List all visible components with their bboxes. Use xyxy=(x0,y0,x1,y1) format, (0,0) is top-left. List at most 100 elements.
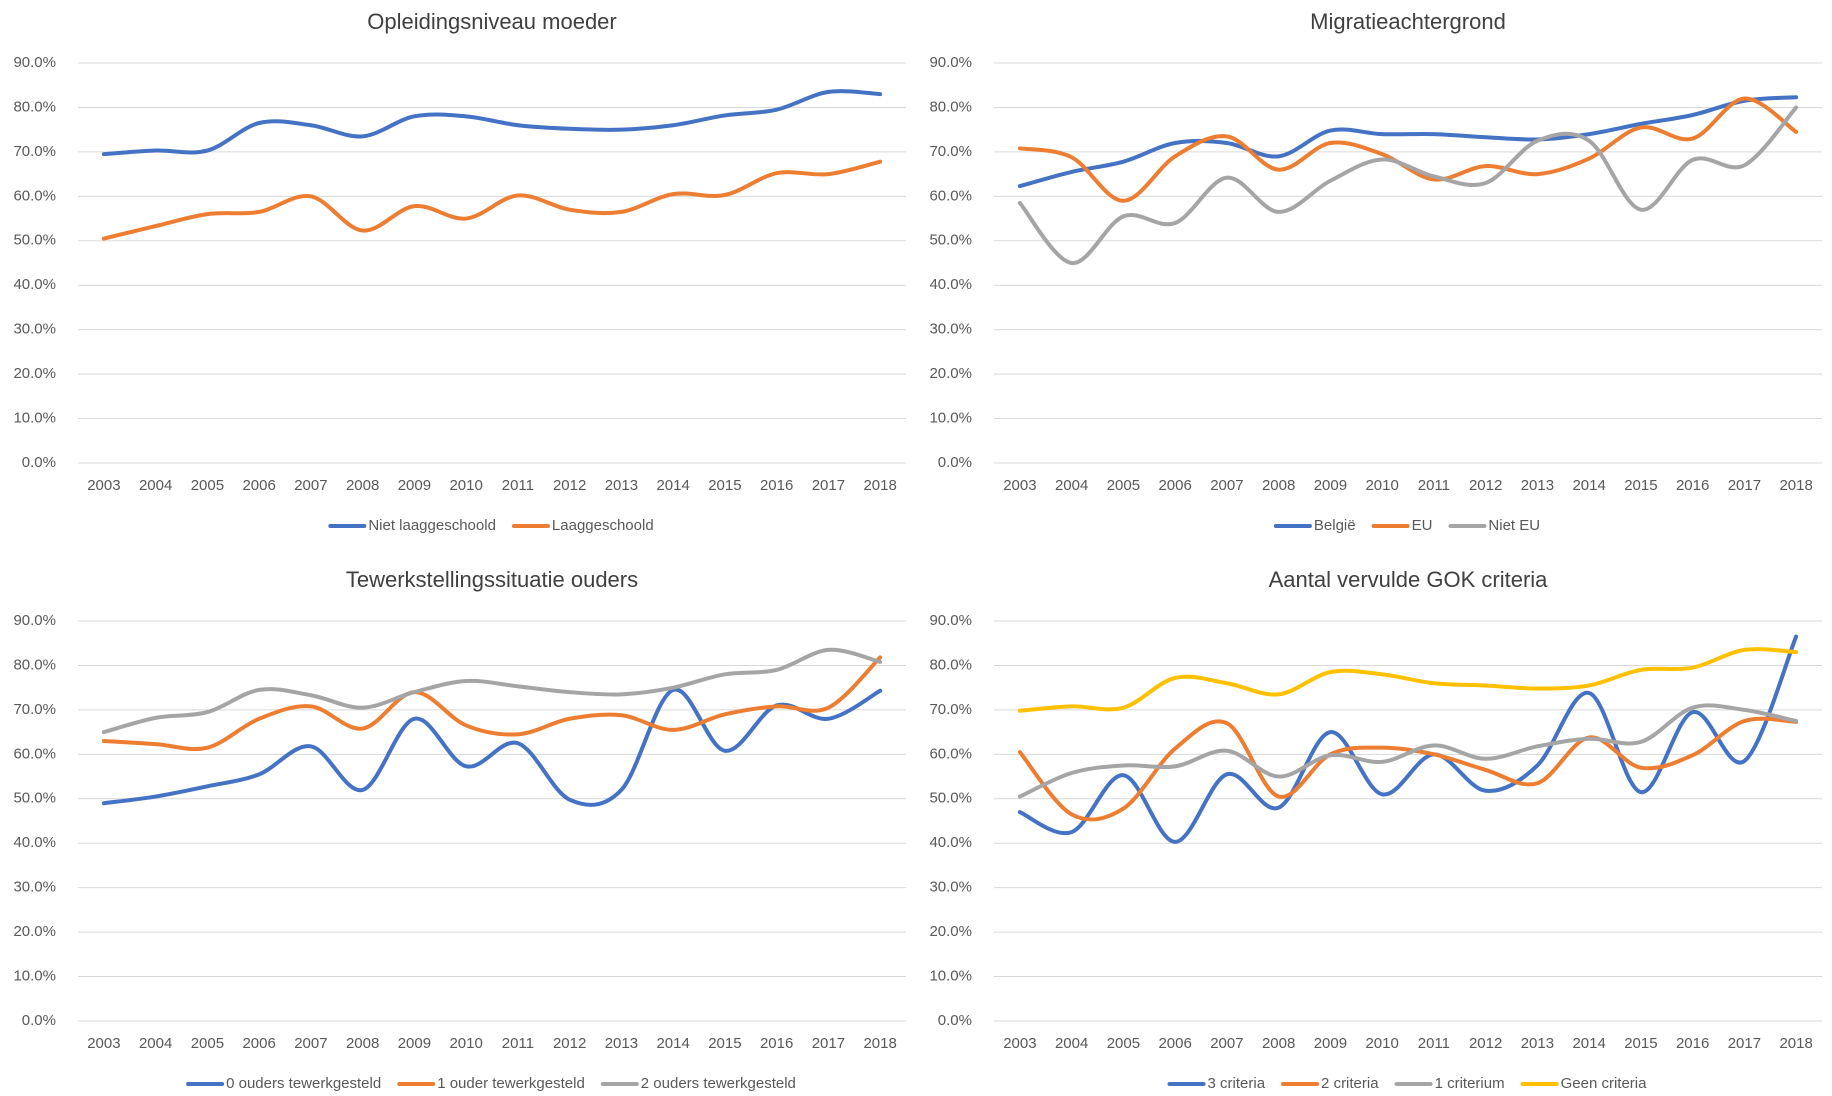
y-tick-label: 80.0% xyxy=(929,98,972,115)
y-tick-label: 40.0% xyxy=(13,276,56,293)
series-line xyxy=(1017,96,1799,203)
y-tick-label: 10.0% xyxy=(13,410,56,427)
chart-panel: Aantal vervulde GOK criteria 0.0% 10.0% 20.… xyxy=(929,567,1822,1092)
y-tick-label: 0.0% xyxy=(938,1012,972,1029)
y-tick-label: 30.0% xyxy=(13,879,56,896)
x-tick-label: 2015 xyxy=(1624,477,1657,494)
y-tick-label: 60.0% xyxy=(929,187,972,204)
x-tick-label: 2013 xyxy=(1521,1035,1554,1052)
x-tick-label: 2004 xyxy=(139,477,172,494)
x-tick-label: 2005 xyxy=(191,477,224,494)
y-tick-label: 10.0% xyxy=(929,410,972,427)
x-tick-label: 2005 xyxy=(1107,477,1140,494)
x-tick-label: 2009 xyxy=(1314,477,1347,494)
legend-label: Geen criteria xyxy=(1561,1075,1648,1092)
x-tick-label: 2008 xyxy=(1262,477,1295,494)
chart-title: Aantal vervulde GOK criteria xyxy=(1269,567,1549,592)
y-tick-label: 20.0% xyxy=(13,923,56,940)
x-tick-label: 2017 xyxy=(1728,1035,1761,1052)
x-tick-label: 2006 xyxy=(242,1035,275,1052)
legend-label: Niet EU xyxy=(1488,517,1540,534)
y-tick-label: 30.0% xyxy=(929,321,972,338)
x-tick-label: 2003 xyxy=(87,1035,120,1052)
x-tick-label: 2018 xyxy=(1779,1035,1812,1052)
y-tick-label: 10.0% xyxy=(13,968,56,985)
legend-label: 2 criteria xyxy=(1321,1075,1379,1092)
series-line xyxy=(1017,634,1799,844)
x-tick-label: 2007 xyxy=(294,477,327,494)
x-tick-label: 2006 xyxy=(1158,1035,1191,1052)
x-tick-label: 2016 xyxy=(1676,1035,1709,1052)
x-tick-label: 2014 xyxy=(1572,477,1605,494)
x-tick-label: 2018 xyxy=(863,1035,896,1052)
x-tick-label: 2016 xyxy=(760,477,793,494)
x-tick-label: 2012 xyxy=(553,1035,586,1052)
series-line xyxy=(101,647,883,735)
x-tick-label: 2009 xyxy=(1314,1035,1347,1052)
legend: 0 ouders tewerkgesteld 1 ouder tewerkgest… xyxy=(186,1075,796,1092)
x-tick-label: 2016 xyxy=(1676,477,1709,494)
y-tick-label: 70.0% xyxy=(13,701,56,718)
x-tick-label: 2011 xyxy=(502,477,534,494)
x-tick-label: 2005 xyxy=(191,1035,224,1052)
x-tick-label: 2013 xyxy=(1521,477,1554,494)
y-tick-label: 80.0% xyxy=(13,656,56,673)
series-line xyxy=(1017,716,1799,822)
x-tick-label: 2011 xyxy=(502,1035,534,1052)
x-tick-label: 2003 xyxy=(1003,1035,1036,1052)
y-tick-label: 30.0% xyxy=(13,321,56,338)
x-tick-label: 2009 xyxy=(398,1035,431,1052)
legend: Niet laaggeschoold Laaggeschoold xyxy=(328,517,654,534)
x-tick-label: 2018 xyxy=(863,477,896,494)
x-tick-label: 2014 xyxy=(656,477,689,494)
legend-label: Laaggeschoold xyxy=(552,517,654,534)
legend-label: Niet laaggeschoold xyxy=(368,517,496,534)
x-tick-label: 2012 xyxy=(1469,1035,1502,1052)
x-tick-label: 2003 xyxy=(1003,477,1036,494)
legend-label: 0 ouders tewerkgesteld xyxy=(226,1075,381,1092)
x-tick-label: 2006 xyxy=(242,477,275,494)
y-tick-label: 30.0% xyxy=(929,879,972,896)
chart-panel: Tewerkstellingssituatie ouders 0.0% 10.0% 2… xyxy=(13,567,906,1092)
x-tick-label: 2007 xyxy=(294,1035,327,1052)
x-tick-label: 2008 xyxy=(1262,1035,1295,1052)
x-tick-label: 2011 xyxy=(1418,477,1450,494)
y-tick-label: 40.0% xyxy=(929,834,972,851)
y-tick-label: 70.0% xyxy=(929,143,972,160)
series-line xyxy=(101,655,883,752)
y-tick-label: 20.0% xyxy=(13,365,56,382)
y-tick-label: 0.0% xyxy=(22,1012,56,1029)
chart-title: Migratieachtergrond xyxy=(1310,9,1506,34)
x-tick-label: 2010 xyxy=(449,1035,482,1052)
x-tick-label: 2011 xyxy=(1418,1035,1450,1052)
legend-label: 3 criteria xyxy=(1208,1075,1266,1092)
chart-title: Tewerkstellingssituatie ouders xyxy=(346,567,638,592)
series-line xyxy=(101,159,883,241)
series-line xyxy=(1017,105,1799,265)
series-line xyxy=(101,687,883,807)
x-tick-label: 2004 xyxy=(1055,1035,1088,1052)
chart-panel: Opleidingsniveau moeder 0.0% 10.0% 20.0% 30.… xyxy=(13,9,906,534)
y-tick-label: 70.0% xyxy=(929,701,972,718)
x-tick-label: 2003 xyxy=(87,477,120,494)
x-tick-label: 2008 xyxy=(346,477,379,494)
x-tick-label: 2010 xyxy=(449,477,482,494)
legend-label: 1 ouder tewerkgesteld xyxy=(437,1075,585,1092)
y-tick-label: 70.0% xyxy=(13,143,56,160)
x-tick-label: 2005 xyxy=(1107,1035,1140,1052)
y-tick-label: 0.0% xyxy=(22,454,56,471)
x-tick-label: 2008 xyxy=(346,1035,379,1052)
legend-label: EU xyxy=(1412,517,1433,534)
legend-label: 1 criterium xyxy=(1435,1075,1505,1092)
y-tick-label: 40.0% xyxy=(929,276,972,293)
y-tick-label: 80.0% xyxy=(13,98,56,115)
y-tick-label: 0.0% xyxy=(938,454,972,471)
y-tick-label: 50.0% xyxy=(13,790,56,807)
x-tick-label: 2015 xyxy=(1624,1035,1657,1052)
x-tick-label: 2007 xyxy=(1210,1035,1243,1052)
series-line xyxy=(1017,703,1799,799)
x-tick-label: 2013 xyxy=(605,477,638,494)
legend: België EU Niet EU xyxy=(1273,517,1540,534)
x-tick-label: 2015 xyxy=(708,477,741,494)
legend: 3 criteria 2 criteria 1 criterium Geen crit… xyxy=(1167,1075,1648,1092)
